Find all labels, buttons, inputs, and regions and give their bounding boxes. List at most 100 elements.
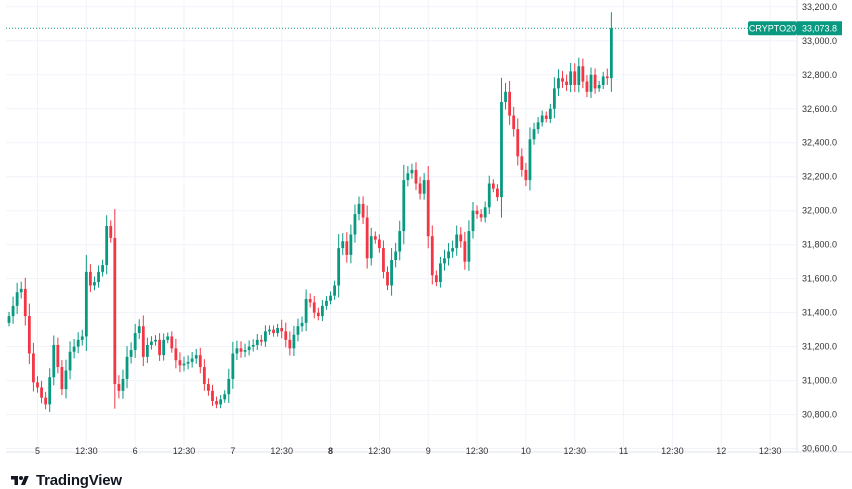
candle-up	[422, 180, 426, 194]
candle-down	[316, 312, 320, 317]
candle-up	[80, 336, 84, 340]
time-tick-label: 11	[619, 446, 628, 456]
candle-up	[589, 74, 593, 92]
candle-up	[532, 129, 536, 140]
candle-up	[443, 258, 446, 264]
candle-down	[198, 355, 202, 368]
candle-down	[211, 390, 214, 402]
brand[interactable]: TradingView	[8, 472, 122, 489]
price-axis[interactable]: 33,200.0 33,000.0 32,800.0 32,600.0 32,400.0…	[802, 2, 837, 454]
candle-up	[251, 344, 255, 347]
candle-down	[361, 203, 365, 218]
last-price-label: 33,073.8	[802, 24, 837, 34]
price-tick-label: 31,800.0	[802, 240, 837, 250]
candle-up	[390, 259, 393, 286]
candle-up	[194, 355, 198, 359]
candle-down	[520, 156, 524, 170]
time-tick-label: 12:30	[173, 446, 196, 456]
candle-down	[434, 275, 438, 283]
candle-up	[150, 341, 153, 345]
candle-down	[40, 387, 43, 398]
time-axis[interactable]: 5 12:30 6 12:30 7 12:30 8 12:30 9 12:30 10 12:30 11 1…	[35, 446, 781, 456]
time-tick-label: 12	[716, 446, 726, 456]
price-tick-label: 31,200.0	[802, 342, 837, 352]
candle-up	[402, 180, 406, 232]
candle-down	[259, 339, 263, 342]
candle-down	[426, 180, 430, 237]
time-tick-label: 8	[328, 446, 333, 456]
candle-down	[141, 326, 145, 357]
price-tick-label: 32,800.0	[802, 70, 837, 80]
candle-down	[593, 74, 597, 89]
candle-down	[60, 367, 64, 390]
candle-up	[597, 84, 601, 89]
candle-down	[272, 329, 275, 334]
candle-up	[264, 331, 267, 342]
candle-down	[27, 316, 31, 354]
candle-down	[463, 241, 467, 262]
candle-up	[410, 169, 414, 174]
candle-up	[68, 351, 72, 371]
time-tick-label: 12:30	[75, 446, 98, 456]
candle-up	[292, 334, 296, 349]
candle-down	[109, 226, 113, 238]
candle-up	[121, 378, 125, 391]
candle-down	[312, 302, 316, 313]
candle-up	[243, 350, 247, 352]
candle-down	[414, 169, 418, 184]
price-tick-label: 32,200.0	[802, 172, 837, 182]
candle-up	[483, 207, 487, 218]
candle-up	[406, 173, 410, 181]
candle-down	[215, 401, 218, 405]
symbol-label: CRYPTO20	[749, 24, 796, 34]
price-tick-label: 31,400.0	[802, 308, 837, 318]
candle-up	[357, 203, 361, 215]
time-tick-label: 12:30	[466, 446, 489, 456]
candle-down	[56, 344, 60, 368]
price-tick-label: 33,000.0	[802, 36, 837, 46]
price-tick-label: 32,600.0	[802, 104, 837, 114]
candle-up	[7, 316, 11, 323]
candle-down	[508, 91, 512, 116]
candle-up	[101, 265, 105, 272]
candle-up	[300, 322, 304, 327]
time-tick-label: 12:30	[368, 446, 391, 456]
candle-down	[605, 76, 609, 79]
candle-down	[89, 271, 92, 286]
time-tick-label: 12:30	[270, 446, 293, 456]
candle-up	[447, 251, 450, 259]
candle-down	[561, 78, 564, 82]
time-tick-label: 7	[230, 446, 235, 456]
candle-up	[467, 231, 471, 262]
candle-up	[341, 241, 345, 249]
time-tick-label: 9	[426, 446, 431, 456]
price-tick-label: 32,000.0	[802, 206, 837, 216]
candle-up	[84, 271, 88, 337]
candle-up	[93, 282, 96, 286]
candle-up	[15, 292, 19, 306]
candle-up	[296, 326, 300, 335]
candle-down	[382, 248, 385, 272]
candle-down	[170, 336, 174, 349]
candle-up	[64, 370, 68, 390]
candle-up	[504, 91, 507, 102]
candle-down	[23, 288, 27, 317]
candle-up	[227, 378, 231, 395]
candle-down	[207, 384, 210, 391]
candle-up	[19, 288, 23, 293]
candle-up	[268, 329, 271, 332]
candle-up	[609, 28, 613, 79]
time-tick-label: 5	[35, 446, 40, 456]
candle-down	[280, 327, 284, 332]
price-tick-label: 31,000.0	[802, 376, 837, 386]
candle-up	[552, 88, 556, 109]
candle-down	[117, 384, 121, 391]
time-tick-label: 12:30	[563, 446, 586, 456]
candle-up	[11, 305, 15, 317]
candle-up	[223, 394, 227, 400]
candle-down	[44, 397, 48, 405]
candle-down	[475, 210, 479, 215]
candle-up	[276, 327, 280, 334]
candle-down	[459, 234, 463, 242]
candle-down	[239, 348, 243, 352]
